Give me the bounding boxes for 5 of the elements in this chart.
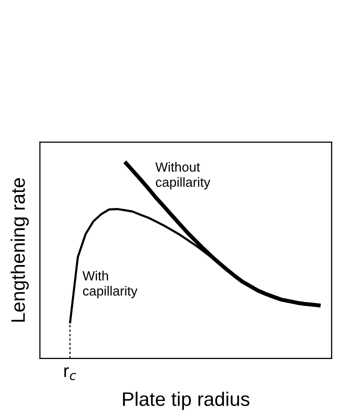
x-axis-title: Plate tip radius <box>123 392 250 410</box>
y-axis-title: Lengthening rate <box>10 178 29 322</box>
annotation: Without capillarity <box>155 162 210 190</box>
annotation: With capillarity <box>82 270 138 298</box>
text: r$_{c}$ <box>64 367 76 380</box>
